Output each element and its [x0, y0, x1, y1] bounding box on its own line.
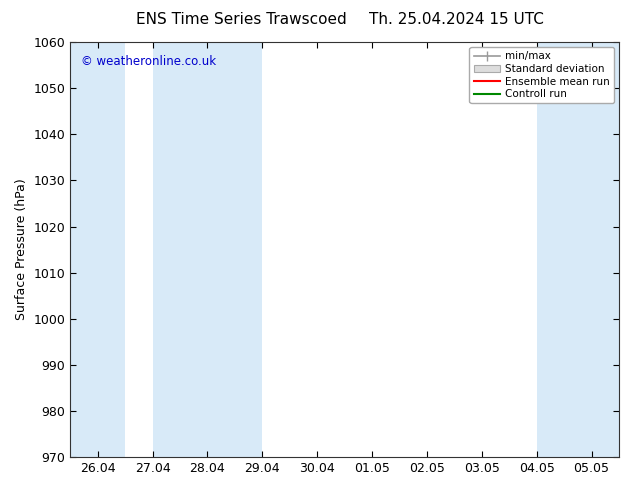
Text: © weatheronline.co.uk: © weatheronline.co.uk [81, 54, 216, 68]
Text: Th. 25.04.2024 15 UTC: Th. 25.04.2024 15 UTC [369, 12, 544, 27]
Bar [537, 42, 619, 457]
Y-axis label: Surface Pressure (hPa): Surface Pressure (hPa) [15, 179, 28, 320]
Bar [153, 42, 262, 457]
Text: ENS Time Series Trawscoed: ENS Time Series Trawscoed [136, 12, 346, 27]
Legend: min/max, Standard deviation, Ensemble mean run, Controll run: min/max, Standard deviation, Ensemble me… [469, 47, 614, 103]
Bar [70, 42, 125, 457]
